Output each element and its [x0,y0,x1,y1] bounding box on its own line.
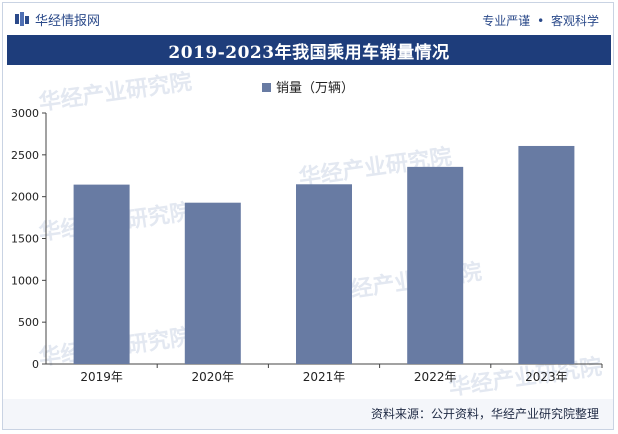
slogan-right: 客观科学 [550,14,599,28]
y-tick-label: 1500 [11,233,39,246]
top-bar: 华经情报网 专业严谨 • 客观科学 [3,3,613,35]
bar [73,184,130,364]
footer-band [3,399,613,429]
y-tick-label: 1000 [11,274,39,287]
source-note: 资料来源：公开资料，华经产业研究院整理 [370,407,599,421]
x-tick-label: 2021年 [303,370,346,384]
legend-label: 销量（万辆） [276,81,354,96]
slogan-left: 专业严谨 [482,14,531,28]
x-tick-label: 2023年 [525,370,568,384]
y-tick-label: 500 [18,316,39,329]
logo-icon [15,12,29,26]
bar [407,166,464,364]
y-tick-label: 2500 [11,149,39,162]
x-tick-label: 2019年 [80,370,123,384]
slogan: 专业严谨 • 客观科学 [482,12,599,29]
y-tick-label: 2000 [11,191,39,204]
y-tick-label: 3000 [11,107,39,120]
bar [184,202,241,364]
bar [296,184,352,364]
brand-name: 华经情报网 [35,13,101,29]
chart-title: 2019-2023年我国乘用车销量情况 [7,35,611,65]
x-tick-label: 2022年 [414,370,457,384]
brand[interactable]: 华经情报网 [15,10,101,29]
y-tick-label: 0 [32,358,39,371]
bullet-icon: • [537,14,545,28]
watermark-text: 华经产业研究院 [37,69,193,116]
x-tick-label: 2020年 [192,370,235,384]
legend-swatch [262,83,271,92]
bar [518,145,575,364]
